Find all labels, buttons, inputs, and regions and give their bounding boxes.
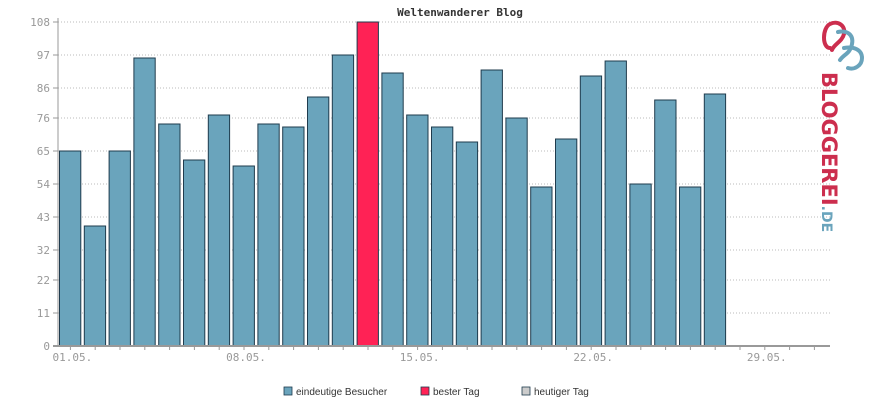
y-tick-label: 0 (43, 340, 50, 353)
bar (679, 186, 702, 347)
logo-icon (822, 20, 865, 71)
bar (505, 117, 528, 347)
chart-title: Weltenwanderer Blog (397, 6, 523, 19)
bar (108, 150, 131, 347)
y-tick-label: 86 (37, 82, 50, 95)
bar (232, 165, 255, 347)
y-tick-label: 11 (37, 307, 50, 320)
bar (331, 54, 355, 347)
x-tick-label: 29.05. (747, 351, 787, 364)
legend-label: bester Tag (433, 387, 480, 398)
bar (530, 186, 553, 347)
bar (455, 141, 479, 347)
bar (83, 225, 107, 347)
legend-swatch (283, 386, 293, 396)
bar (654, 99, 677, 347)
bloggerei-logo: BLOGGEREI.DE (817, 20, 865, 232)
bar (703, 93, 727, 347)
bar-best-day (356, 21, 379, 347)
bar (307, 96, 330, 347)
legend: eindeutige Besucher bester Tag heutiger Ta… (283, 386, 589, 398)
bar (431, 126, 454, 347)
y-tick-label: 32 (37, 244, 50, 257)
y-tick-label: 76 (37, 112, 50, 125)
bar (133, 57, 156, 347)
y-tick-label: 97 (37, 49, 50, 62)
logo-text: BLOGGEREI (817, 72, 841, 206)
x-tick-label: 22.05. (573, 351, 613, 364)
legend-label: eindeutige Besucher (296, 387, 388, 398)
bar (207, 114, 231, 347)
bars (59, 21, 727, 347)
y-tick-label: 43 (37, 211, 50, 224)
bar (257, 123, 280, 347)
bar (282, 126, 305, 347)
logo-suffix: .DE (818, 206, 834, 233)
legend-label: heutiger Tag (534, 387, 589, 398)
bar (158, 123, 181, 347)
svg-text:BLOGGEREI.DE: BLOGGEREI.DE (817, 72, 841, 232)
legend-swatch (521, 386, 531, 396)
y-tick-label: 54 (37, 178, 51, 191)
x-tick-label: 08.05. (226, 351, 266, 364)
bar (381, 72, 404, 347)
bar (579, 75, 603, 347)
axes: 0 11 22 32 43 54 65 76 86 97 108 01.05. 08.05. 15.05.… (30, 16, 830, 364)
x-tick-label: 15.05. (400, 351, 440, 364)
legend-swatch (420, 386, 430, 396)
x-tick-label: 01.05. (53, 351, 93, 364)
bar (629, 183, 652, 347)
bar (59, 150, 82, 347)
bar (183, 159, 206, 347)
bar (555, 138, 578, 347)
y-tick-label: 108 (30, 16, 50, 29)
y-tick-label: 65 (37, 145, 50, 158)
bar (480, 69, 503, 347)
bar (406, 114, 429, 347)
bar (604, 60, 627, 347)
y-tick-label: 22 (37, 274, 50, 287)
